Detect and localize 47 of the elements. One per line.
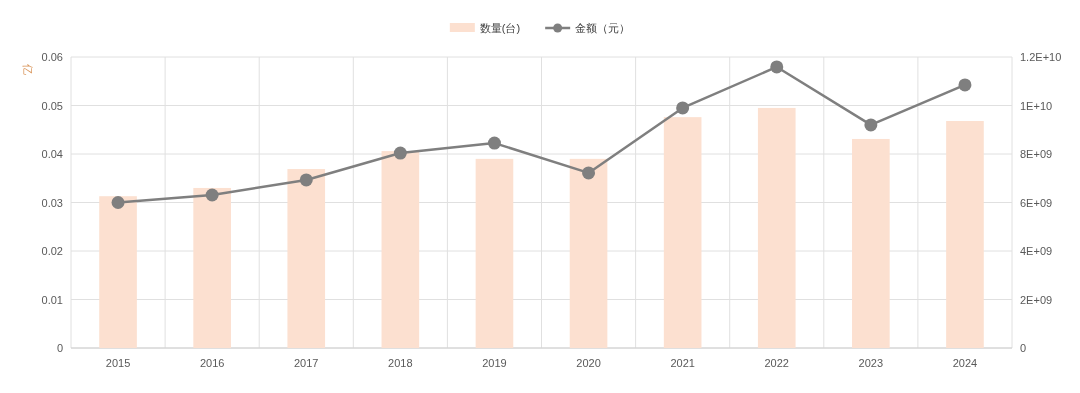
point <box>487 136 501 150</box>
point <box>676 101 690 115</box>
y2-tick-label: 1E+10 <box>1020 99 1053 112</box>
point <box>205 188 219 202</box>
y2-tick-label: 0 <box>1020 342 1027 354</box>
y2-tick-label: 6E+09 <box>1020 196 1053 209</box>
x-tick-label: 2019 <box>482 357 507 369</box>
y-axis-title: 亿 <box>22 62 34 75</box>
bar <box>946 121 984 348</box>
x-tick-label: 2018 <box>388 357 413 369</box>
bar <box>99 196 137 348</box>
x-tick-label: 2022 <box>764 357 789 369</box>
point <box>958 78 972 92</box>
point <box>111 196 125 209</box>
y-tick-label: 0.03 <box>41 196 63 209</box>
bar <box>381 151 420 348</box>
bar <box>193 187 231 348</box>
x-tick-label: 2021 <box>670 357 695 369</box>
point <box>864 118 878 132</box>
y2-tick-label: 8E+09 <box>1020 148 1053 160</box>
x-tick-label: 2015 <box>105 357 131 369</box>
x-tick-label: 2024 <box>952 357 978 369</box>
x-tick-label: 2020 <box>576 357 601 369</box>
y-tick-label: 0.05 <box>41 99 63 112</box>
bar <box>663 117 702 348</box>
bar <box>287 169 326 348</box>
bar <box>852 138 890 348</box>
legend-label: 数量(台) <box>479 22 521 34</box>
y2-tick-label: 4E+09 <box>1020 245 1053 257</box>
x-tick-label: 2017 <box>294 357 319 369</box>
point <box>299 173 313 187</box>
x-tick-label: 2023 <box>858 357 884 369</box>
y-tick-label: 0.06 <box>41 51 63 63</box>
y-tick-label: 0.04 <box>41 148 63 160</box>
legend-label: 金额（元） <box>575 22 631 34</box>
bar <box>569 158 608 348</box>
y-tick-label: 0.02 <box>41 245 63 257</box>
x-tick-label: 2016 <box>199 357 225 369</box>
y-tick-label: 0 <box>56 342 63 354</box>
bar <box>757 107 796 348</box>
y2-tick-label: 1.2E+10 <box>1020 51 1062 63</box>
point <box>393 146 407 160</box>
point <box>582 166 596 180</box>
y-tick-label: 0.01 <box>41 293 63 306</box>
bar <box>475 158 514 348</box>
y2-tick-label: 2E+09 <box>1020 293 1053 306</box>
point <box>770 60 784 74</box>
